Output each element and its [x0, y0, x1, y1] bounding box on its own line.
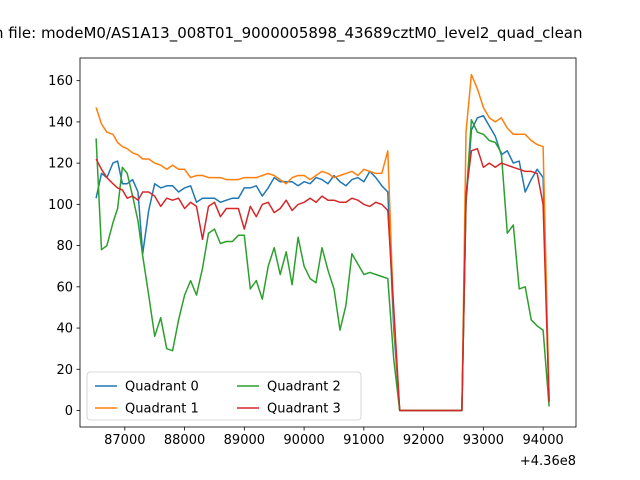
y-tick-label: 40 — [56, 322, 73, 337]
y-tick-label: 60 — [56, 280, 73, 295]
y-tick-label: 140 — [48, 115, 73, 130]
y-tick-label: 100 — [48, 198, 73, 213]
y-tick-label: 20 — [56, 363, 73, 378]
x-axis-offset-label: +4.36e8 — [520, 454, 576, 469]
x-tick-label: 94000 — [522, 433, 563, 448]
series-line-quadrant-3 — [95, 147, 550, 412]
axes-frame — [79, 57, 577, 428]
chart-title: n file: modeM0/AS1A13_008T01_9000005898_… — [0, 24, 583, 43]
x-tick-label: 91000 — [343, 433, 384, 448]
series-layer — [95, 73, 550, 412]
series-line-quadrant-2 — [95, 119, 550, 412]
x-tick-label: 93000 — [463, 433, 504, 448]
legend-label-quadrant-0: Quadrant 0 — [125, 380, 199, 395]
x-tick-label: 87000 — [104, 433, 145, 448]
x-tick-label: 92000 — [403, 433, 444, 448]
legend-label-quadrant-2: Quadrant 2 — [267, 380, 341, 395]
y-tick-label: 80 — [56, 239, 73, 254]
x-tick-label: 90000 — [283, 433, 324, 448]
y-tick-label: 120 — [48, 157, 73, 172]
axes-layer: 87000 88000 89000 90000 91000 92000 93000 94000… — [48, 57, 577, 448]
x-tick-label: 89000 — [224, 433, 265, 448]
plot-area — [80, 58, 576, 427]
y-tick-label: 160 — [48, 74, 73, 89]
legend-box — [86, 371, 362, 421]
y-tick-label: 0 — [65, 404, 73, 419]
series-line-quadrant-0 — [95, 114, 550, 412]
series-line-quadrant-1 — [95, 73, 550, 412]
legend: Quadrant 0 Quadrant 1 Quadrant 2 Quadrant 3 — [86, 371, 362, 421]
legend-label-quadrant-1: Quadrant 1 — [125, 402, 199, 417]
legend-label-quadrant-3: Quadrant 3 — [267, 402, 341, 417]
x-tick-label: 88000 — [164, 433, 205, 448]
